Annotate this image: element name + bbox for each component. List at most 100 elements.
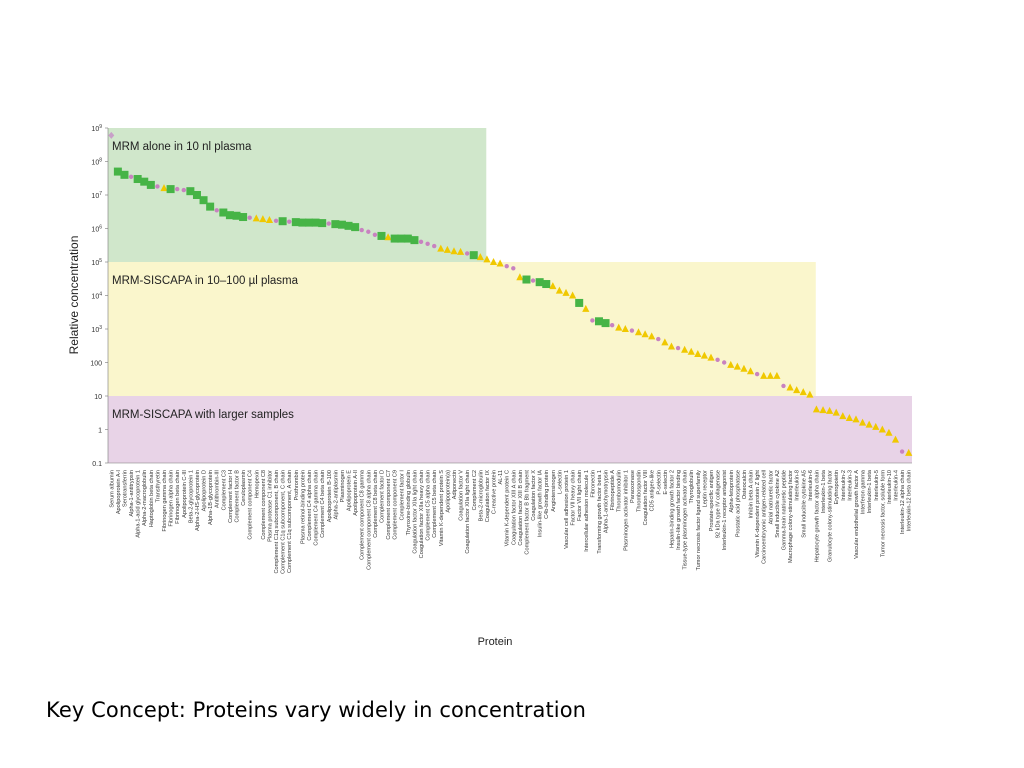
x-tick-label: E-selectin (663, 470, 669, 495)
region-band (108, 262, 816, 396)
x-tick-label: Inhibin beta A chain (749, 470, 755, 519)
x-tick-label: Serotransferrin (122, 470, 128, 507)
x-tick-label: Granulocyte colony-stimulating factor (828, 470, 834, 562)
x-tick-label: Factor VII heavy chain (571, 470, 577, 526)
x-tick-label: Coagulation factor IX (485, 470, 491, 523)
x-tick-label: Heparin-binding growth factor 2 (669, 470, 675, 548)
x-tick-label: Complement C5 beta chain (432, 470, 438, 538)
x-tick-label: Apolipoprotein C-III (182, 470, 188, 518)
x-tick-label: Ceruloplasmin (241, 470, 247, 506)
region-band (108, 128, 487, 262)
x-tick-label: Apolipoprotein B-100 (327, 470, 333, 522)
data-point (192, 191, 201, 199)
x-tick-label: Transthyretin (155, 470, 161, 502)
x-tick-label: Vitamin K-dependent protein Z light (755, 470, 761, 558)
x-tick-label: Plasminogen activator inhibitor 1 (623, 470, 629, 551)
x-tick-label: Complement component C9 (393, 470, 399, 540)
data-point (733, 362, 741, 370)
x-tick-label: Interleukin-1 beta (821, 469, 827, 513)
data-point (232, 211, 241, 220)
x-tick-label: C-reactive protein (492, 470, 498, 514)
x-tick-label: Complement factor B (235, 470, 241, 523)
x-tick-label: Complement C8 beta chain (373, 470, 379, 538)
x-tick-label: Interleukin-1 receptor antagonist (722, 470, 728, 551)
y-tick-label: 105 (91, 258, 102, 267)
data-point (298, 218, 307, 227)
data-point (247, 215, 252, 220)
x-tick-label: Macrophage colony-stimulating factor (788, 470, 794, 563)
data-point (899, 449, 905, 454)
data-point (390, 234, 399, 243)
x-tick-label: Complement C5 alpha chain (426, 470, 432, 541)
x-tick-label: Small inducible cytokine A5 (801, 470, 807, 538)
x-tick-label: Antithrombin-III (215, 470, 221, 508)
x-tick-label: Alpha-1-antichymotrypsin (604, 470, 610, 533)
x-tick-label: Complement factor I (399, 470, 405, 521)
data-point (456, 247, 465, 255)
x-tick-label: Plasma retinol-binding protein (300, 470, 306, 544)
region-label: MRM-SISCAPA with larger samples (112, 409, 294, 421)
data-point (878, 425, 886, 433)
x-tick-label: Interleukin-5 (874, 470, 880, 501)
x-tick-label: Complement C4 gamma chain (314, 470, 320, 546)
data-point (113, 167, 122, 176)
x-tick-label: Apolipoprotein A-I (116, 470, 122, 515)
data-point (496, 259, 504, 267)
x-tick-label: Apolipoprotein E (347, 470, 353, 511)
y-tick-label: 0.1 (92, 461, 102, 468)
data-point (590, 318, 595, 323)
x-tick-label: Tumor necrosis factor ligand superfamily (696, 470, 702, 571)
y-tick-label: 10 (94, 394, 102, 401)
y-tick-label: 107 (91, 191, 102, 200)
x-tick-label: Vitamin K-dependent protein C (505, 470, 511, 546)
x-tick-label: Interleukin-8 (795, 470, 801, 501)
data-point (476, 253, 484, 261)
data-point (799, 388, 807, 396)
x-tick-label: Alpha-2-macroglobulin (142, 470, 148, 526)
x-tick-label: Gamma-brain natriuretic peptide (781, 470, 787, 550)
data-point (418, 239, 424, 245)
data-point (120, 170, 129, 179)
x-tick-label: Tissue-type plasminogen activator chain (683, 470, 689, 570)
x-tick-label: Complement C1q subcomponent, C chain (281, 470, 287, 574)
data-point (351, 223, 360, 232)
data-point (667, 342, 676, 350)
region-band (108, 396, 912, 463)
data-point (819, 406, 827, 414)
x-tick-label: Complement C2 (472, 470, 478, 510)
x-tick-label: Carcinoembryonic antigen-related cell (762, 470, 768, 564)
data-point (542, 280, 551, 289)
x-tick-label: Coagulation factor XIIa light chain (465, 470, 471, 554)
y-tick-label: 103 (91, 325, 102, 334)
x-tick-label: Alpha-1-acid glycoprotein 1 (136, 470, 142, 538)
x-tick-label: Factor VII light chain (577, 470, 583, 521)
data-point (331, 220, 340, 229)
data-point (832, 408, 840, 416)
data-point (549, 282, 557, 290)
x-tick-label: Vascular endothelial growth factor A (854, 470, 860, 559)
x-tick-label: Beta-2-microglobulin (478, 470, 484, 521)
data-point (432, 243, 437, 249)
x-tick-label: Coagulation factor XIII A chain (511, 470, 517, 545)
x-tick-label: Complement C1q subcomponent, A chain (287, 470, 293, 573)
data-point (634, 328, 643, 336)
x-tick-label: Hemopexin (254, 470, 260, 498)
x-tick-label: Osteocalcin (742, 470, 748, 499)
data-point (615, 323, 623, 331)
x-tick-label: Prostatic acid phosphatase (735, 470, 741, 537)
data-point (885, 428, 893, 436)
data-point (781, 383, 786, 389)
data-point (265, 215, 274, 223)
x-tick-label: Fibrinogen beta chain (175, 470, 181, 524)
data-point (287, 219, 292, 224)
x-tick-label: Coagulation factor X (531, 470, 537, 521)
data-point (629, 328, 635, 333)
data-point (530, 278, 536, 283)
key-concept-caption: Key Concept: Proteins vary widely in con… (46, 698, 587, 722)
data-point (337, 220, 346, 229)
data-point (273, 218, 279, 223)
data-point (410, 236, 419, 245)
x-tick-label: Serum albumin (109, 470, 115, 508)
x-tick-label: Complement factor H (228, 470, 234, 523)
data-point (555, 286, 564, 294)
